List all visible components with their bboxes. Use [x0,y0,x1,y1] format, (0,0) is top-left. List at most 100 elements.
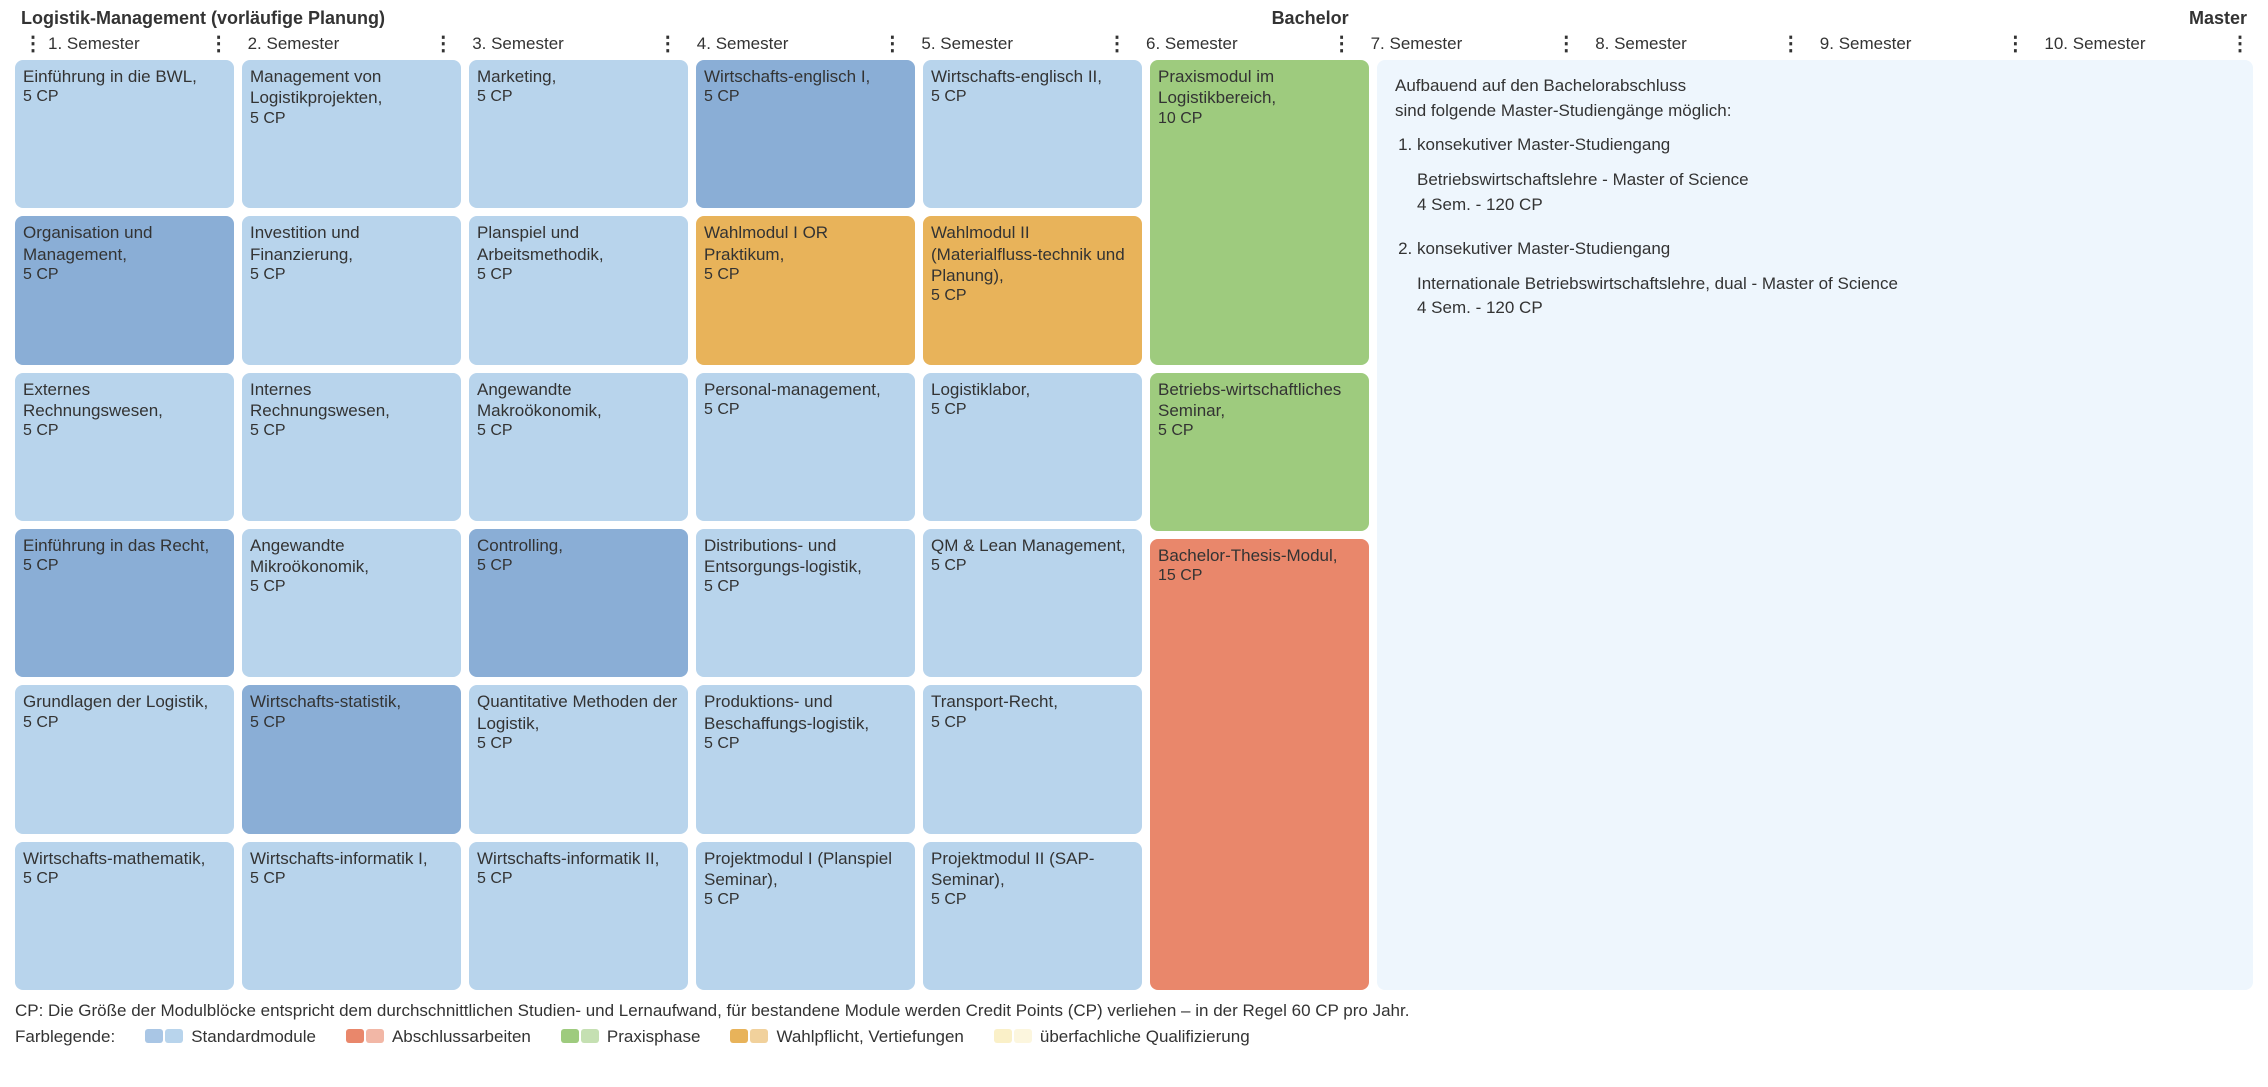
legend-swatch [730,1029,768,1043]
module-cp: 5 CP [704,400,907,420]
dots-icon: ⋮ [2005,39,2024,49]
module-cp: 10 CP [1158,109,1361,129]
module-title: Quantitative Methoden der Logistik, [477,691,680,734]
master-item-body: Betriebswirtschaftslehre - Master of Sci… [1417,168,2235,217]
module-box: Wirtschafts-informatik I,5 CP [242,842,461,990]
module-title: Betriebs-wirtschaftliches Seminar, [1158,379,1361,422]
module-cp: 15 CP [1158,566,1361,586]
module-title: Projektmodul I (Planspiel Seminar), [704,848,907,891]
semester-header: 9. Semester⋮ [1812,32,2029,56]
semester-label: 7. Semester [1371,34,1463,54]
module-title: Internes Rechnungswesen, [250,379,453,422]
module-box: Wirtschafts-englisch I,5 CP [696,60,915,208]
module-cp: 5 CP [931,87,1134,107]
semester-header: 7. Semester⋮ [1363,32,1580,56]
module-cp: 5 CP [477,421,680,441]
module-cp: 5 CP [477,87,680,107]
module-cp: 5 CP [250,713,453,733]
module-cp: 5 CP [250,577,453,597]
module-cp: 5 CP [931,890,1134,910]
module-cp: 5 CP [704,577,907,597]
curriculum-diagram: Logistik-Management (vorläufige Planung)… [0,0,2268,1059]
module-cp: 5 CP [931,286,1134,306]
module-cp: 5 CP [23,265,226,285]
module-cp: 5 CP [23,87,226,107]
dots-icon: ⋮ [658,39,677,49]
master-intro: sind folgende Master-Studiengänge möglic… [1395,99,2235,124]
semester-label: 1. Semester [48,34,140,54]
module-box: Personal-management,5 CP [696,373,915,521]
module-cp: 5 CP [250,421,453,441]
legend-text: überfachliche Qualifizierung [1040,1024,1250,1050]
master-item-head: konsekutiver Master-Studiengang [1417,133,2235,158]
module-box: Praxismodul im Logistikbereich,10 CP [1150,60,1369,365]
dots-icon: ⋮ [23,39,42,49]
module-cp: 5 CP [477,556,680,576]
module-title: Personal-management, [704,379,907,400]
module-cp: 5 CP [23,556,226,576]
module-cp: 5 CP [704,265,907,285]
semester-label: 6. Semester [1146,34,1238,54]
module-title: Angewandte Mikroökonomik, [250,535,453,578]
module-box: Quantitative Methoden der Logistik,5 CP [469,685,688,833]
module-box: Planspiel und Arbeitsmethodik,5 CP [469,216,688,364]
semester-header: 10. Semester⋮ [2036,32,2253,56]
legend-item: überfachliche Qualifizierung [994,1024,1250,1050]
master-list: konsekutiver Master-Studiengang Betriebsw… [1395,133,2235,321]
module-title: Wirtschafts-englisch II, [931,66,1134,87]
semester-label: 4. Semester [697,34,789,54]
module-cp: 5 CP [704,734,907,754]
footer: CP: Die Größe der Modulblöcke entspricht… [15,998,2253,1049]
semester-header: 3. Semester ⋮ [464,32,681,56]
module-box: Betriebs-wirtschaftliches Seminar,5 CP [1150,373,1369,531]
legend-item: Abschlussarbeiten [346,1024,531,1050]
semester-header-row: ⋮1. Semester⋮2. Semester⋮3. Semester⋮4. … [15,32,2253,56]
module-box: Projektmodul I (Planspiel Seminar),5 CP [696,842,915,990]
module-box: Angewandte Makroökonomik,5 CP [469,373,688,521]
module-cp: 5 CP [931,400,1134,420]
module-box: Wirtschafts-statistik,5 CP [242,685,461,833]
module-box: Logistiklabor,5 CP [923,373,1142,521]
module-title: Produktions- und Beschaffungs-logistik, [704,691,907,734]
legend-text: Praxisphase [607,1024,701,1050]
legend-swatch [346,1029,384,1043]
module-cp: 5 CP [1158,421,1361,441]
program-title: Logistik-Management (vorläufige Planung) [15,8,1130,29]
module-title: Wirtschafts-englisch I, [704,66,907,87]
legend-swatch [145,1029,183,1043]
semester-column: Einführung in die BWL,5 CPOrganisation u… [15,60,234,990]
legend: Farblegende:StandardmoduleAbschlussarbei… [15,1024,2253,1050]
module-title: Angewandte Makroökonomik, [477,379,680,422]
module-box: Controlling,5 CP [469,529,688,677]
module-title: Logistiklabor, [931,379,1134,400]
module-cp: 5 CP [477,734,680,754]
master-panel: Aufbauend auf den Bachelorabschlusssind … [1377,60,2253,990]
module-title: Grundlagen der Logistik, [23,691,226,712]
module-title: Transport-Recht, [931,691,1134,712]
module-title: Einführung in das Recht, [23,535,226,556]
module-title: Distributions- und Entsorgungs-logistik, [704,535,907,578]
master-item-head: konsekutiver Master-Studiengang [1417,237,2235,262]
module-cp: 5 CP [23,421,226,441]
module-title: Planspiel und Arbeitsmethodik, [477,222,680,265]
module-box: Management von Logistikprojekten,5 CP [242,60,461,208]
semester-header: 2. Semester⋮ [240,32,457,56]
module-title: Praxismodul im Logistikbereich, [1158,66,1361,109]
semester-header: 4. Semester ⋮ [689,32,906,56]
semester-header: 8. Semester⋮ [1587,32,1804,56]
master-list-item: konsekutiver Master-StudiengangInternati… [1417,237,2235,321]
module-box: Bachelor-Thesis-Modul,15 CP [1150,539,1369,990]
module-title: Wirtschafts-informatik II, [477,848,680,869]
dots-icon: ⋮ [882,39,901,49]
module-box: Wirtschafts-mathematik,5 CP [15,842,234,990]
module-cp: 5 CP [931,713,1134,733]
module-box: Einführung in das Recht,5 CP [15,529,234,677]
master-label: Master [2036,8,2253,29]
module-cp: 5 CP [23,869,226,889]
module-box: Angewandte Mikroökonomik,5 CP [242,529,461,677]
dots-icon: ⋮ [209,39,228,49]
semester-label: 3. Semester [472,34,564,54]
module-title: Management von Logistikprojekten, [250,66,453,109]
master-list-item: konsekutiver Master-Studiengang Betriebsw… [1417,133,2235,217]
module-title: Marketing, [477,66,680,87]
